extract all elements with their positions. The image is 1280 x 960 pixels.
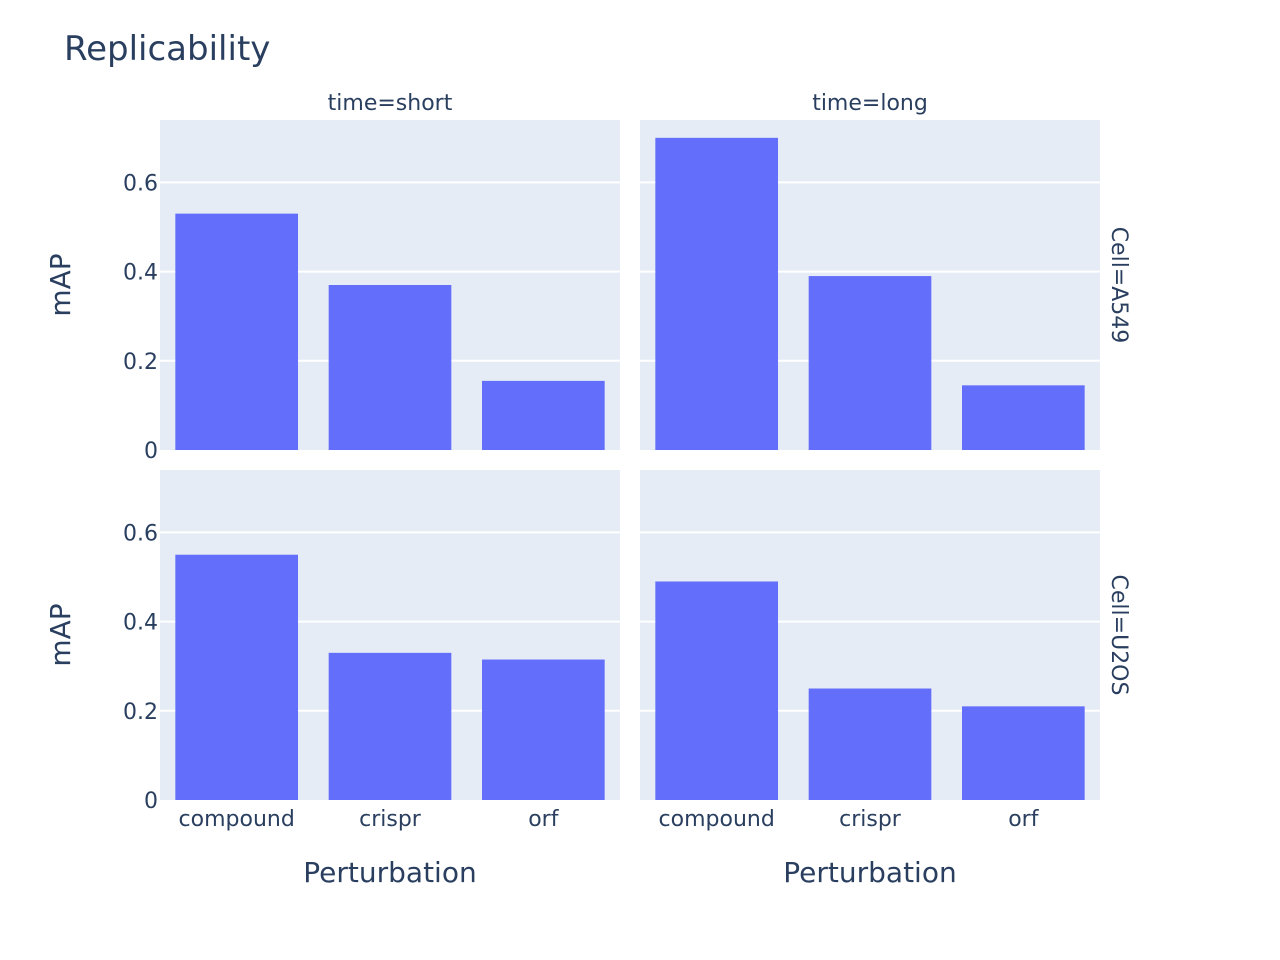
bar-compound: [175, 554, 298, 800]
bar-orf: [482, 380, 605, 450]
chart-title: Replicability: [64, 29, 270, 69]
y-axis-title: mAP: [44, 603, 77, 666]
y-tick-label: 0.6: [123, 521, 158, 546]
panel-0-1: [640, 120, 1100, 451]
y-tick-label: 0.2: [123, 350, 158, 375]
y-tick-label: 0: [144, 789, 158, 814]
panel-1-1: [640, 470, 1100, 800]
x-axis-title: Perturbation: [303, 856, 476, 889]
bar-crispr: [808, 276, 932, 450]
y-tick-label: 0: [144, 439, 158, 464]
bar-crispr: [328, 652, 452, 800]
x-tick-label: orf: [528, 807, 560, 832]
y-tick-label: 0.2: [123, 700, 158, 725]
panel-0-0: [160, 120, 620, 450]
bar-compound: [655, 581, 778, 800]
y-tick-label: 0.6: [123, 171, 158, 196]
column-facet-label: time=short: [328, 91, 453, 116]
bar-orf: [962, 385, 1085, 450]
bar-crispr: [808, 688, 932, 800]
x-tick-label: compound: [659, 807, 775, 832]
column-facet-label: time=long: [812, 91, 928, 116]
x-tick-label: orf: [1008, 807, 1040, 832]
panel-1-0: [160, 470, 620, 800]
bar-compound: [655, 137, 778, 451]
panels-layer: [160, 120, 1100, 800]
bar-orf: [482, 659, 605, 800]
x-tick-label: crispr: [359, 807, 422, 832]
y-axis-title: mAP: [44, 253, 77, 316]
y-tick-label: 0.4: [123, 611, 158, 636]
bar-compound: [175, 213, 298, 450]
row-facet-label: Cell=A549: [1106, 227, 1131, 344]
x-axis-title: Perturbation: [783, 856, 956, 889]
row-facet-label: Cell=U2OS: [1106, 575, 1131, 696]
y-tick-label: 0.4: [123, 261, 158, 286]
labels-layer: 0 0.2 0.4 0.6 0 0.2 0.4 0.6 compound crispr orf Per…: [44, 91, 1131, 889]
x-tick-label: crispr: [839, 807, 902, 832]
x-tick-label: compound: [179, 807, 295, 832]
bar-orf: [962, 706, 1085, 800]
bar-crispr: [328, 285, 452, 450]
